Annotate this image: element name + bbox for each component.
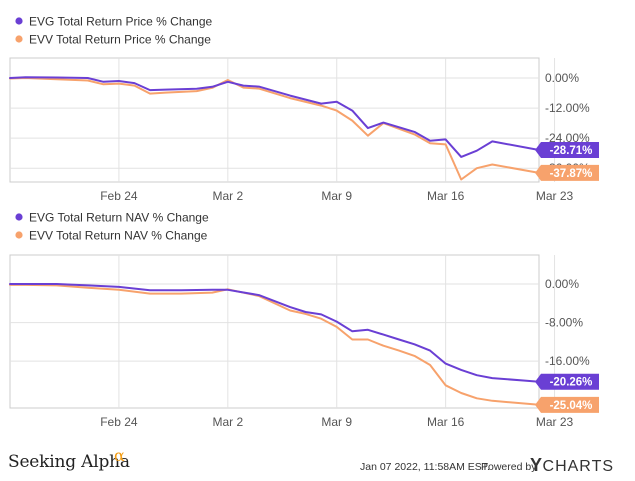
y-tick-label-1: 0.00%: [545, 277, 579, 291]
x-tick-label-4: Mar 16: [427, 415, 465, 429]
series-line-2: [9, 283, 540, 406]
y-tick-label-1: 0.00%: [545, 71, 579, 85]
x-tick-label-3: Mar 9: [321, 189, 352, 203]
legend-marker-2: [15, 35, 23, 43]
series-line-1: [9, 283, 540, 383]
end-badge-label-2: -25.04%: [550, 400, 593, 412]
x-tick-label-1: Feb 24: [100, 415, 138, 429]
ycharts-logo-text: CHARTS: [542, 458, 615, 475]
chart-panel-2: EVG Total Return NAV % Change EVV Total R…: [9, 211, 599, 429]
chart-panel-1: EVG Total Return Price % Change EVV Total…: [9, 15, 599, 203]
y-tick-label-3: -24.00%: [545, 131, 590, 145]
end-badge-1: [535, 141, 599, 158]
plot-area: [9, 254, 540, 409]
plot-area: [9, 57, 540, 183]
series-line-2: [9, 77, 540, 181]
series-line-1: [9, 76, 540, 158]
x-tick-label-4: Mar 16: [427, 189, 465, 203]
x-tick-label-5: Mar 23: [536, 189, 574, 203]
end-badge-label-2: -37.87%: [550, 168, 593, 180]
end-badge-2: [535, 164, 599, 181]
alpha-mark-icon: α: [114, 446, 125, 465]
x-tick-label-2: Mar 2: [212, 415, 243, 429]
y-tick-label-2: -8.00%: [545, 316, 583, 330]
x-tick-label-1: Feb 24: [100, 189, 138, 203]
legend-marker-1: [15, 17, 23, 25]
ycharts-logo[interactable]: YCHARTS: [530, 455, 614, 476]
x-tick-label-3: Mar 9: [321, 415, 352, 429]
legend-marker-1: [15, 213, 23, 221]
y-tick-label-2: -12.00%: [545, 101, 590, 115]
legend-label-2: EVV Total Return Price % Change: [29, 33, 211, 47]
end-badge-1: [535, 373, 599, 390]
end-badge-label-1: -20.26%: [550, 377, 593, 389]
legend-label-2: EVV Total Return NAV % Change: [29, 229, 208, 243]
x-tick-label-5: Mar 23: [536, 415, 574, 429]
ycharts-logo-initial: Y: [530, 455, 543, 475]
legend-label-1: EVG Total Return NAV % Change: [29, 211, 209, 225]
legend-label-1: EVG Total Return Price % Change: [29, 15, 213, 29]
chart-canvas: EVG Total Return Price % Change EVV Total…: [9, 15, 599, 429]
seeking-alpha-logo[interactable]: Seeking Alpha: [8, 452, 130, 472]
end-badge-label-1: -28.71%: [550, 145, 593, 157]
y-tick-label-3: -16.00%: [545, 354, 590, 368]
footer: Seeking Alpha α Jan 07 2022, 11:58AM EST…: [0, 446, 635, 481]
legend-marker-2: [15, 231, 23, 239]
end-badge-2: [535, 396, 599, 413]
timestamp: Jan 07 2022, 11:58AM EST.: [360, 461, 490, 473]
powered-by-label: Powered by: [481, 461, 537, 473]
x-tick-label-2: Mar 2: [212, 189, 243, 203]
